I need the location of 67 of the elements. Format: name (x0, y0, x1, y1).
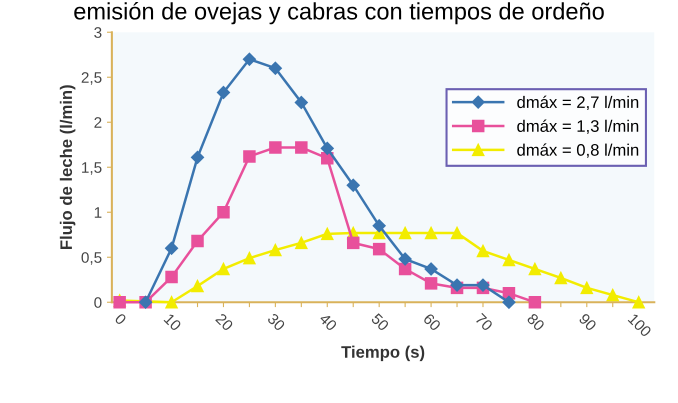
point (450, 226, 464, 240)
point (398, 262, 412, 276)
point (528, 262, 542, 276)
point (346, 236, 360, 250)
x-tick-label: 40 (318, 312, 338, 332)
point (476, 278, 490, 292)
point (165, 296, 178, 308)
x-tick-label: 50 (370, 312, 390, 332)
point (372, 219, 386, 232)
x-tick-label: 60 (422, 312, 442, 332)
y-tick-label: 0 (94, 297, 102, 308)
x-tick-label: 90 (578, 312, 598, 332)
point (554, 272, 568, 284)
point (398, 252, 412, 266)
point (217, 206, 230, 218)
chart-title: emisión de ovejas y cabras con tiempos de ordeño (74, 2, 604, 24)
point (217, 262, 230, 276)
point (243, 252, 256, 264)
point (450, 278, 464, 292)
legend-label: dmáx = 0,8 l/min (517, 143, 638, 158)
point (321, 228, 334, 240)
x-tick-label: 10 (163, 313, 182, 332)
point (502, 296, 516, 309)
point (191, 234, 204, 248)
point (269, 141, 282, 154)
legend-label: dmáx = 2,7 l/min (517, 96, 638, 110)
y-tick-label: 2 (94, 117, 102, 128)
y-axis-title: Flujo de leche (l/min) (60, 85, 76, 249)
y-tick-label: 2,5 (82, 72, 102, 85)
x-tick-label: 0 (114, 312, 127, 326)
point (606, 288, 619, 302)
y-tick-label: 3 (94, 27, 102, 38)
x-tick-label: 80 (526, 312, 546, 332)
x-tick-label: 70 (474, 312, 494, 332)
point (632, 296, 645, 308)
point (269, 244, 282, 256)
point (346, 178, 360, 192)
point (242, 52, 256, 66)
legend-label: dmáx = 1,3 l/min (517, 120, 638, 134)
x-tick-label: 30 (266, 312, 286, 332)
point (295, 141, 308, 154)
point (424, 262, 438, 276)
point (372, 242, 386, 256)
point (398, 226, 412, 240)
point (216, 86, 230, 100)
x-axis-title: Tiempo (s) (341, 346, 424, 362)
y-tick-label: 0,5 (82, 252, 102, 265)
point (476, 244, 490, 258)
point (268, 62, 282, 75)
y-tick-label: 1,5 (82, 162, 102, 175)
point (424, 226, 438, 240)
point (165, 270, 178, 284)
point (113, 296, 126, 308)
point (502, 254, 516, 266)
point (424, 277, 438, 290)
point (190, 150, 204, 164)
point (528, 296, 542, 308)
point (294, 96, 308, 110)
x-tick-label: 100 (628, 313, 652, 338)
point (191, 280, 204, 292)
y-tick-label: 1 (94, 207, 102, 218)
x-tick-label: 20 (215, 312, 234, 332)
point (320, 142, 334, 155)
point (164, 242, 178, 255)
point (295, 236, 308, 250)
point (580, 282, 594, 294)
point (243, 150, 256, 163)
